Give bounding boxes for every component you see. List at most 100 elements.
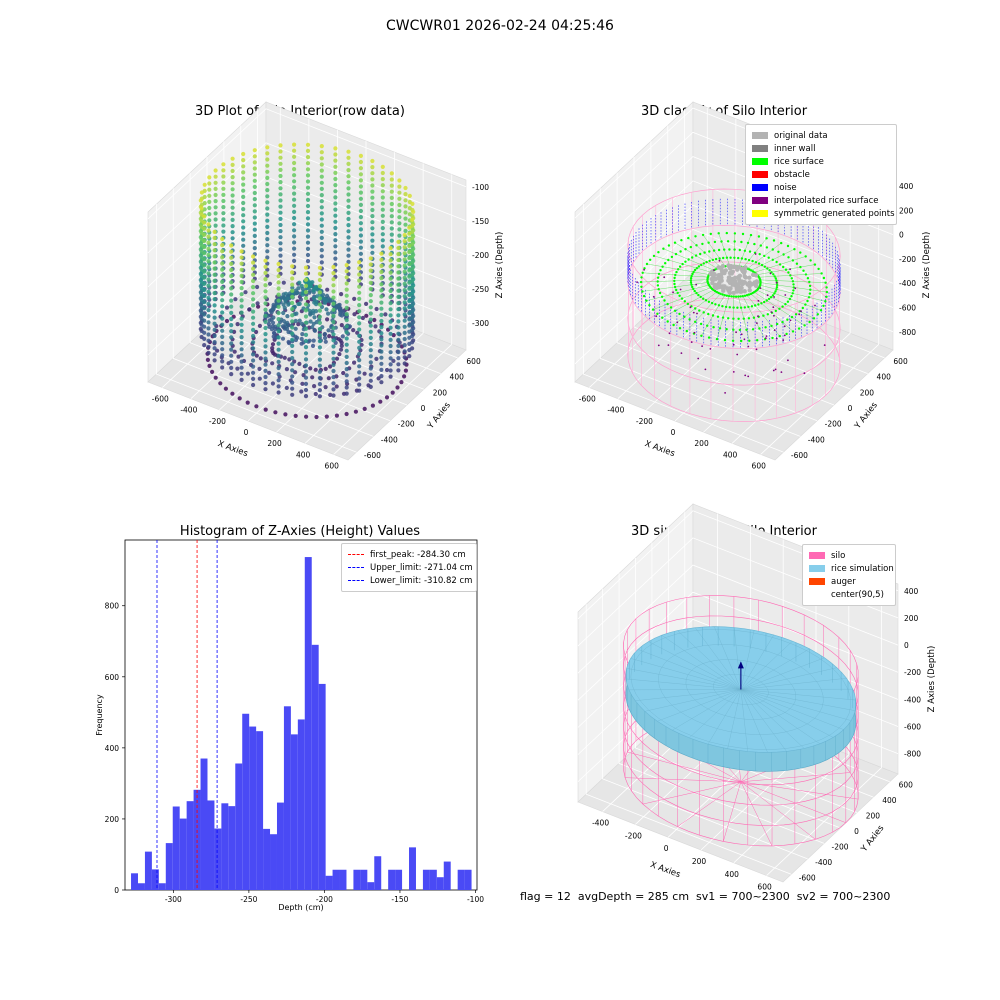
z-tick-label: -100 (472, 183, 489, 192)
data-point (206, 301, 211, 306)
plot3-ylabel: Frequency (95, 694, 104, 736)
y-tick-label: 0 (421, 404, 426, 413)
data-point (292, 234, 297, 239)
data-point (212, 358, 217, 363)
data-point (278, 186, 283, 191)
data-point (230, 236, 235, 241)
interpolated-point (800, 310, 802, 312)
data-point (357, 351, 362, 357)
data-point (265, 230, 270, 236)
data-point (402, 330, 407, 335)
data-point (388, 350, 393, 355)
rice-surface-point (747, 317, 751, 320)
data-point (229, 341, 234, 346)
data-point (326, 328, 331, 333)
data-point (378, 399, 383, 404)
data-point (239, 249, 244, 254)
x-tick-label: 200 (267, 439, 282, 448)
data-point (331, 344, 336, 349)
legend-swatch (809, 578, 825, 585)
data-point (333, 183, 338, 188)
data-point (368, 268, 373, 273)
data-point (336, 303, 341, 308)
data-point (407, 262, 412, 267)
data-point (346, 241, 351, 246)
data-point (252, 215, 257, 220)
data-point (379, 288, 384, 293)
data-point (296, 286, 301, 291)
data-point (229, 323, 234, 328)
data-point (388, 295, 393, 300)
data-point (212, 272, 217, 277)
rice-surface-point (767, 297, 771, 301)
rice-mesh-line (740, 648, 810, 690)
interpolated-point (704, 368, 707, 371)
rice-surface-point (639, 280, 643, 284)
interpolated-point (652, 295, 655, 298)
interpolated-point (814, 304, 816, 307)
data-point (312, 328, 318, 333)
data-point (207, 193, 212, 198)
histogram-bar (270, 834, 277, 890)
rice-surface-point (817, 267, 820, 271)
interpolated-point (747, 375, 750, 378)
data-point (202, 214, 207, 219)
rice-surface-point (738, 234, 752, 268)
data-point (344, 287, 349, 292)
data-point (396, 301, 401, 306)
data-point (379, 361, 384, 366)
x-tick-label: -200 (625, 831, 642, 840)
grid-line (172, 188, 374, 437)
rice-surface-point (717, 248, 721, 252)
rice-surface-point (688, 318, 691, 321)
interpolated-point (782, 339, 785, 342)
data-point (319, 217, 324, 222)
y-tick-label: -200 (832, 842, 849, 851)
data-point (379, 306, 384, 311)
plot3-xlabel: Depth (cm) (278, 903, 323, 912)
rice-surface-point (751, 259, 754, 263)
histogram-bar (263, 828, 271, 890)
data-point (206, 308, 211, 313)
data-point (251, 340, 256, 345)
rice-surface-point (750, 249, 795, 272)
center-arrow (737, 661, 744, 669)
rice-surface-point (750, 305, 754, 308)
data-point (379, 380, 384, 385)
data-point (331, 362, 336, 367)
data-point (213, 168, 218, 173)
legend-label: Upper_limit: -271.04 cm (370, 562, 473, 573)
data-point (331, 289, 336, 294)
data-point (278, 155, 283, 160)
data-point (221, 162, 226, 167)
data-point (221, 229, 226, 234)
data-point (221, 186, 226, 191)
data-point (303, 338, 309, 344)
data-point (380, 189, 385, 194)
legend-swatch (752, 184, 768, 191)
data-point (241, 200, 246, 206)
data-point (319, 241, 324, 247)
data-point (402, 355, 407, 360)
data-point (319, 199, 324, 204)
rice-surface-point (670, 255, 674, 259)
data-point (303, 277, 309, 282)
data-point (317, 382, 322, 387)
rice-surface-point (689, 277, 693, 280)
z-tick-label: -800 (899, 328, 916, 337)
data-point (388, 356, 393, 361)
data-point (380, 164, 385, 169)
data-point (370, 238, 375, 243)
histogram-bar (144, 851, 152, 890)
rice-surface-point (643, 267, 646, 270)
data-point (271, 330, 277, 335)
data-point (331, 375, 336, 380)
data-point (265, 206, 270, 211)
rice-surface-point (702, 234, 726, 268)
data-point (388, 264, 393, 269)
data-point (396, 282, 401, 287)
data-point (278, 143, 283, 148)
data-point (271, 315, 276, 320)
data-point (389, 195, 394, 200)
data-point (212, 266, 217, 271)
